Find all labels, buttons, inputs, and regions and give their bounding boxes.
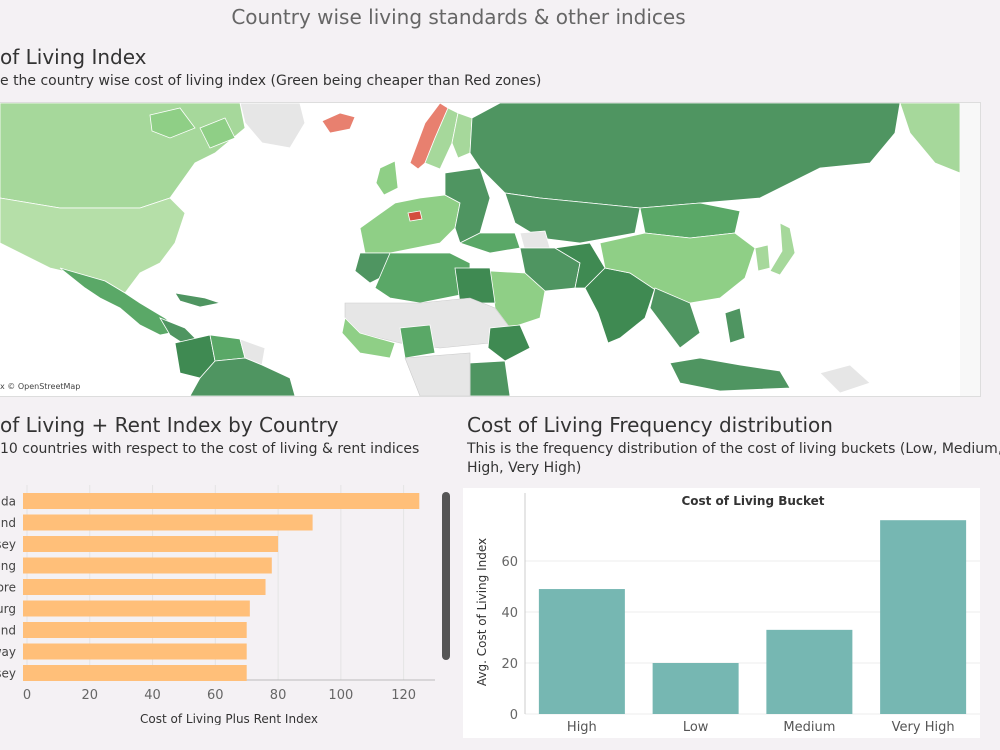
y-tick-label: urg [0, 602, 16, 616]
y-tick-label: 0 [510, 708, 518, 723]
x-tick-label: 60 [207, 688, 224, 703]
x-tick-label: Medium [783, 720, 835, 735]
y-tick-label: ong [0, 559, 16, 573]
bar [23, 557, 272, 574]
cost-plus-rent-bar-svg: 0 20 40 60 80 100 120 uda and sey ong ore urg and way s… [0, 485, 435, 726]
cost-of-living-map[interactable] [0, 102, 981, 397]
bar [23, 622, 247, 638]
map-region-east-africa[interactable] [469, 360, 511, 396]
map-region-brazil[interactable] [189, 357, 296, 396]
bar [23, 665, 247, 681]
map-section-subtitle: e the country wise cost of living index … [0, 73, 542, 89]
map-region-philippines[interactable] [724, 307, 746, 344]
bar [23, 536, 279, 552]
map-region-algeria-libya[interactable] [374, 252, 471, 304]
map-region-canada[interactable] [0, 103, 246, 209]
y-tick-label: and [0, 624, 16, 638]
y-tick-label: ore [0, 581, 16, 595]
world-map-svg[interactable] [0, 103, 980, 396]
map-region-russia[interactable] [469, 103, 901, 209]
map-region-greenland[interactable] [239, 103, 306, 149]
x-tick-label: 20 [81, 688, 98, 703]
map-region-southeast-asia[interactable] [649, 287, 701, 349]
x-tick-label: 80 [270, 688, 287, 703]
map-region-japan[interactable] [769, 222, 796, 276]
cost-of-living-bucket-chart: Cost of Living Bucket 0 20 40 60 High Low Mediu… [463, 488, 980, 738]
map-region-egypt[interactable] [454, 267, 496, 304]
bar [652, 663, 739, 714]
map-region-usa[interactable] [0, 197, 186, 294]
x-tick-label: 100 [328, 688, 353, 703]
map-region-mongolia[interactable] [639, 202, 741, 239]
bar-section-subtitle: 10 countries with respect to the cost of… [0, 441, 420, 457]
map-region-alaska[interactable] [899, 103, 961, 174]
map-region-indonesia[interactable] [669, 357, 791, 392]
map-region-canada-islands[interactable] [149, 107, 236, 149]
bar-section-title: of Living + Rent Index by Country [0, 413, 339, 437]
bar-chart-scrollbar[interactable] [442, 492, 450, 660]
cost-plus-rent-bar-chart: 0 20 40 60 80 100 120 uda and sey ong ore urg and way s… [0, 485, 450, 726]
bar [23, 643, 247, 660]
map-region-png[interactable] [819, 364, 871, 394]
y-tick-label: sey [0, 667, 16, 681]
x-tick-label: 120 [391, 688, 416, 703]
map-attribution[interactable]: x © OpenStreetMap [0, 382, 81, 391]
x-tick-label: Low [683, 720, 709, 735]
y-tick-label: and [0, 516, 16, 530]
y-tick-label: 40 [501, 606, 518, 621]
bar [23, 514, 313, 531]
chart-title: Cost of Living Bucket [681, 494, 824, 508]
map-region-kazakhstan[interactable] [504, 192, 641, 244]
y-tick-label: way [0, 645, 16, 659]
y-tick-label: 60 [501, 555, 518, 570]
map-region-caribbean[interactable] [174, 292, 222, 308]
map-region-central-africa[interactable] [404, 352, 471, 396]
freq-section-subtitle-line2: High, Very High) [467, 460, 582, 476]
map-region-nigeria[interactable] [399, 324, 436, 359]
y-tick-label: uda [0, 495, 16, 509]
bar [23, 493, 420, 509]
freq-section-subtitle-line1: This is the frequency distribution of th… [467, 441, 1000, 457]
x-tick-label: High [567, 720, 597, 735]
map-section-title: of Living Index [0, 45, 147, 69]
bar [538, 589, 625, 714]
map-region-switzerland[interactable] [407, 210, 423, 222]
y-axis-label: Avg. Cost of Living Index [475, 538, 489, 686]
map-region-turkey[interactable] [458, 232, 521, 254]
map-region-west-africa[interactable] [341, 317, 396, 359]
map-region-western-europe[interactable] [359, 194, 461, 254]
bar [23, 600, 250, 617]
x-axis-label: Cost of Living Plus Rent Index [140, 712, 318, 725]
x-tick-label: Very High [892, 720, 955, 735]
x-tick-label: 40 [144, 688, 161, 703]
y-tick-label: sey [0, 538, 16, 552]
y-tick-label: 20 [501, 657, 518, 672]
map-region-uk[interactable] [375, 160, 399, 196]
freq-section-title: Cost of Living Frequency distribution [467, 413, 833, 437]
x-tick-label: 0 [23, 688, 31, 703]
dashboard-title: Country wise living standards & other in… [231, 5, 686, 29]
map-region-ethiopia[interactable] [487, 324, 531, 362]
map-region-iceland[interactable] [321, 112, 356, 134]
bar [766, 629, 853, 714]
bar [23, 579, 266, 595]
cost-of-living-bucket-svg: Cost of Living Bucket 0 20 40 60 High Low Mediu… [475, 493, 980, 735]
bar [880, 520, 967, 714]
map-region-korea[interactable] [754, 244, 771, 272]
